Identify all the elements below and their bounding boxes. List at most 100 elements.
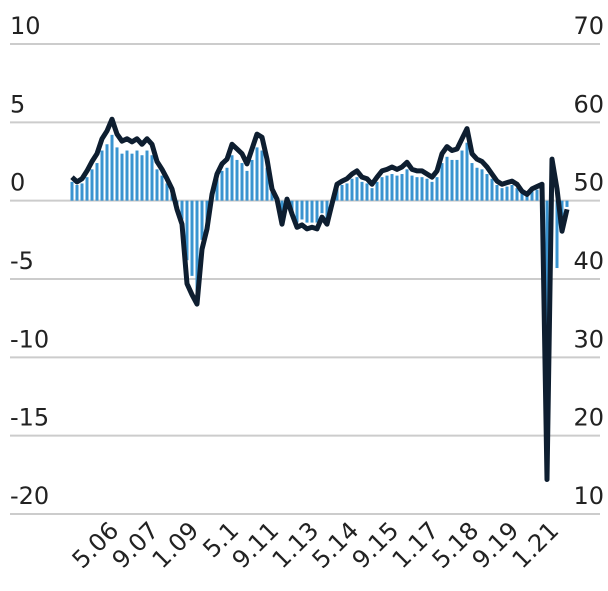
- bar: [460, 150, 464, 201]
- bar: [200, 200, 204, 240]
- bar: [455, 159, 459, 201]
- bar: [160, 175, 164, 201]
- bar: [190, 200, 194, 276]
- bar: [265, 167, 269, 201]
- y-tick-label: -5: [10, 247, 34, 275]
- bar: [525, 195, 529, 201]
- bar: [510, 185, 514, 201]
- bar: [380, 177, 384, 201]
- bar: [80, 183, 84, 201]
- bar: [70, 181, 74, 201]
- y2-tick-label: 20: [573, 404, 604, 432]
- bar: [500, 188, 504, 201]
- bar: [480, 169, 484, 201]
- bar: [165, 183, 169, 201]
- bar: [305, 200, 309, 223]
- bar: [425, 178, 429, 201]
- y2-tick-label: 10: [573, 482, 604, 510]
- bar: [185, 200, 189, 261]
- bar: [435, 177, 439, 201]
- bar: [410, 175, 414, 201]
- bar: [375, 181, 379, 201]
- bar: [445, 156, 449, 201]
- bar: [530, 191, 534, 201]
- bar: [230, 155, 234, 201]
- bar: [85, 177, 89, 201]
- bar: [125, 150, 129, 201]
- bar: [130, 153, 134, 201]
- bar: [105, 144, 109, 201]
- bar: [515, 188, 519, 201]
- bar: [365, 183, 369, 201]
- bar: [565, 200, 569, 207]
- bar: [220, 170, 224, 201]
- bar: [415, 177, 419, 201]
- bar: [355, 177, 359, 201]
- bar: [95, 163, 99, 201]
- line: [70, 116, 570, 483]
- bar: [90, 169, 94, 201]
- y-tick-label: -15: [10, 404, 49, 432]
- y-tick-label: 5: [10, 90, 25, 118]
- bar: [385, 175, 389, 201]
- bar: [240, 163, 244, 201]
- bar: [110, 134, 114, 201]
- bar: [405, 169, 409, 201]
- y2-tick-label: 50: [573, 169, 604, 197]
- bar: [280, 200, 284, 220]
- y-tick-label: 10: [10, 12, 41, 40]
- bar: [390, 174, 394, 201]
- bar: [135, 150, 139, 201]
- bar: [245, 170, 249, 201]
- y-tick-label: 0: [10, 169, 25, 197]
- bar: [360, 181, 364, 201]
- x-tick-label: 1.09: [147, 516, 205, 574]
- bar: [140, 155, 144, 201]
- x-tick-label: 1.21: [507, 516, 565, 574]
- bar: [120, 153, 124, 201]
- bar: [115, 147, 119, 201]
- bar: [370, 188, 374, 201]
- y-tick-label: -10: [10, 325, 49, 353]
- bar: [340, 185, 344, 201]
- bar: [420, 177, 424, 201]
- bar: [150, 155, 154, 201]
- bar: [535, 189, 539, 201]
- bar: [440, 163, 444, 201]
- bar: [100, 150, 104, 201]
- bar: [180, 200, 184, 220]
- bar: [300, 200, 304, 220]
- bar: [235, 159, 239, 201]
- bar: [555, 200, 559, 269]
- bar: [490, 178, 494, 201]
- bar: [345, 183, 349, 201]
- bar: [475, 167, 479, 201]
- bar: [270, 191, 274, 201]
- bar: [505, 186, 509, 201]
- y2-tick-label: 40: [573, 247, 604, 275]
- bar: [195, 200, 199, 292]
- bar: [155, 169, 159, 201]
- bar: [215, 178, 219, 201]
- bar: [465, 142, 469, 201]
- bar: [255, 147, 259, 201]
- bar: [310, 200, 314, 223]
- y-tick-label: -20: [10, 482, 49, 510]
- y2-tick-label: 60: [573, 90, 604, 118]
- bar: [320, 200, 324, 214]
- bar: [485, 174, 489, 201]
- bar: [430, 181, 434, 201]
- bar: [495, 185, 499, 201]
- bar: [225, 167, 229, 201]
- bar: [250, 159, 254, 201]
- bar: [545, 200, 549, 431]
- bar: [335, 188, 339, 201]
- bar: [315, 200, 319, 223]
- bar: [295, 200, 299, 223]
- bar: [400, 174, 404, 201]
- bar: [75, 185, 79, 201]
- bar: [145, 150, 149, 201]
- bar: [325, 200, 329, 220]
- bar: [395, 175, 399, 201]
